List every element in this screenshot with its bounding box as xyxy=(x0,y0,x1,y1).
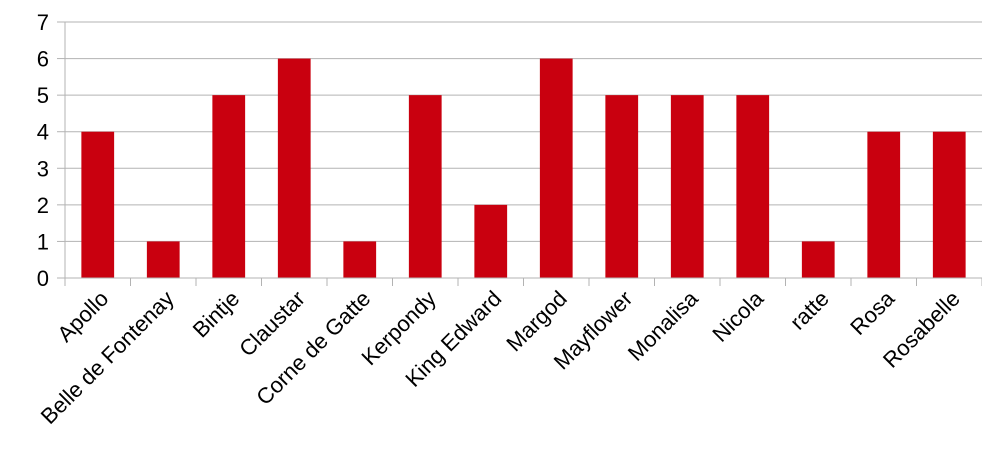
y-tick-label: 0 xyxy=(37,266,49,291)
bar xyxy=(408,95,442,279)
bars xyxy=(81,58,966,279)
y-tick-label: 7 xyxy=(37,10,49,35)
y-tick-label: 5 xyxy=(37,83,49,108)
bar xyxy=(670,95,704,279)
bar xyxy=(932,131,966,278)
bar xyxy=(212,95,246,279)
bar xyxy=(605,95,639,279)
bar xyxy=(146,241,180,278)
x-category-label: Monalisa xyxy=(623,285,703,365)
x-category-label: Apollo xyxy=(52,286,113,347)
bar xyxy=(736,95,770,279)
y-tick-label: 2 xyxy=(37,193,49,218)
axes xyxy=(64,22,982,286)
x-category-label: Corne de Gatte xyxy=(251,286,375,410)
y-tick-label: 1 xyxy=(37,229,49,254)
bar xyxy=(539,58,573,279)
x-category-label: ratte xyxy=(785,286,834,335)
bar xyxy=(474,204,508,278)
bar xyxy=(81,131,115,278)
y-axis-tick-labels: 0 1 2 3 4 5 6 7 xyxy=(37,10,49,291)
x-category-label: Bintje xyxy=(188,286,245,343)
bar xyxy=(277,58,311,279)
y-tick-label: 4 xyxy=(37,120,49,145)
bar xyxy=(867,131,901,278)
y-tick-label: 3 xyxy=(37,156,49,181)
x-category-label: Nicola xyxy=(707,285,768,346)
bar xyxy=(801,241,835,278)
bar xyxy=(343,241,377,278)
y-tick-label: 6 xyxy=(37,47,49,72)
gridlines xyxy=(57,21,982,279)
x-category-label: Rosa xyxy=(845,285,900,340)
